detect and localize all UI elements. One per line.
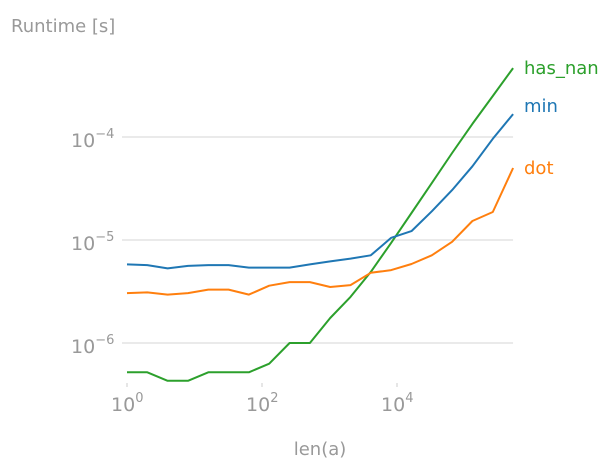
y-tick-label: 10−5 bbox=[71, 230, 114, 255]
y-tick-label: 10−6 bbox=[71, 333, 114, 358]
legend-label-has-nan: has_nan bbox=[524, 58, 599, 79]
x-tick-label: 102 bbox=[246, 391, 278, 416]
x-axis-label: len(a) bbox=[294, 439, 347, 460]
x-tick-label: 100 bbox=[111, 391, 143, 416]
x-tick-label: 104 bbox=[381, 391, 413, 416]
series-line-has-nan bbox=[127, 67, 514, 382]
y-axis-label: Runtime [s] bbox=[11, 16, 115, 37]
series-line-dot bbox=[126, 167, 515, 296]
legend-label-min: min bbox=[524, 96, 558, 117]
series-line-min bbox=[126, 113, 514, 270]
legend-label-dot: dot bbox=[524, 158, 554, 179]
y-tick-label: 10−4 bbox=[71, 127, 114, 152]
